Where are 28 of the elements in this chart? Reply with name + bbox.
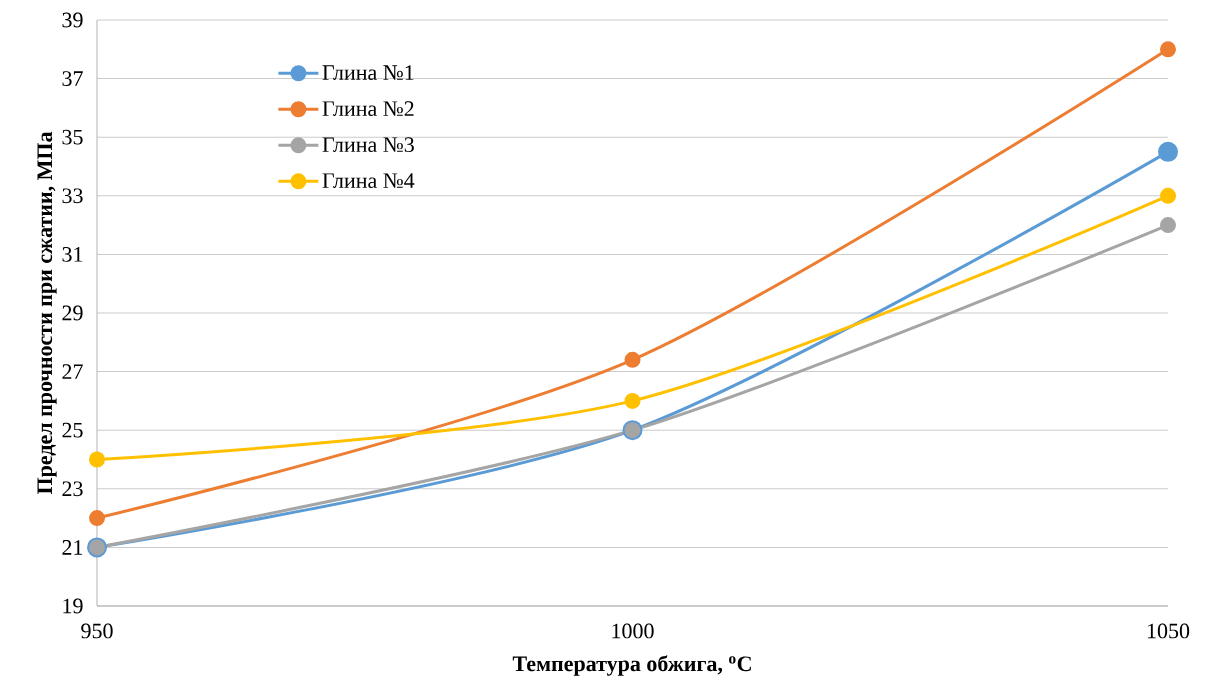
x-axis-title: Температура обжига, $^{o}$C <box>512 655 751 676</box>
x-tick-label: 1050 <box>1147 623 1190 639</box>
y-tick-label: 37 <box>62 71 83 86</box>
y-tick-label: 29 <box>62 305 83 321</box>
x-tick-label: 1000 <box>612 623 654 639</box>
legend-label: Глина №4 <box>322 173 415 189</box>
point <box>89 451 106 468</box>
legend-label: Глина №3 <box>322 137 414 153</box>
y-tick-label: 35 <box>62 129 83 145</box>
y-tick-label: 25 <box>62 422 83 438</box>
y-tick-label: 19 <box>63 598 83 614</box>
legend-label: Глина №1 <box>322 65 414 80</box>
point <box>624 351 641 368</box>
y-axis-title: Предел прочности при сжатии, МПа <box>37 131 57 495</box>
y-tick-label: 21 <box>62 540 83 555</box>
x-tick-label: 950 <box>81 623 113 639</box>
point <box>1160 187 1177 204</box>
y-tick-label: 33 <box>62 188 83 204</box>
point <box>624 392 641 409</box>
y-tick-label: 39 <box>62 12 83 28</box>
point <box>89 510 106 527</box>
point <box>1160 217 1177 234</box>
point <box>1160 41 1177 58</box>
point <box>1158 141 1179 162</box>
legend-label: Глина №2 <box>322 101 414 117</box>
y-tick-label: 27 <box>62 364 83 379</box>
y-tick-label: 31 <box>62 246 83 262</box>
y-tick-label: 23 <box>62 481 83 497</box>
